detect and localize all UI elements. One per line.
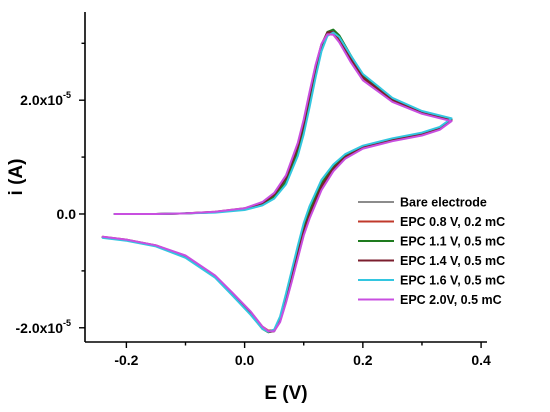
series-line-6 [101, 33, 453, 333]
plot-area [101, 28, 453, 334]
y-axis-title: i (A) [6, 159, 27, 196]
series-line-5 [101, 31, 453, 333]
x-tick-label: 0.4 [471, 352, 491, 368]
legend-label: Bare electrode [400, 196, 487, 210]
legend-label: EPC 1.4 V, 0.5 mC [400, 254, 505, 268]
x-axis-title: E (V) [264, 383, 307, 404]
x-tick-label: 0.2 [353, 352, 373, 368]
legend-label: EPC 1.6 V, 0.5 mC [400, 274, 505, 288]
y-tick-label: -2.0x10-5 [16, 318, 72, 336]
legend-label: EPC 2.0V, 0.5 mC [400, 293, 502, 307]
legend: Bare electrode EPC 0.8 V, 0.2 mC EPC 1.1 V… [358, 196, 505, 307]
legend-label: EPC 0.8 V, 0.2 mC [400, 215, 505, 229]
y-tick-label: 2.0x10-5 [20, 90, 71, 108]
legend-label: EPC 1.1 V, 0.5 mC [400, 235, 505, 249]
x-tick-label: 0.0 [235, 352, 255, 368]
y-tick-label: 0.0 [57, 206, 77, 222]
axes: -0.2 0.0 0.2 0.4 -2.0x10-5 0.0 2.0x10-5 [16, 12, 491, 368]
x-tick-label: -0.2 [114, 352, 138, 368]
